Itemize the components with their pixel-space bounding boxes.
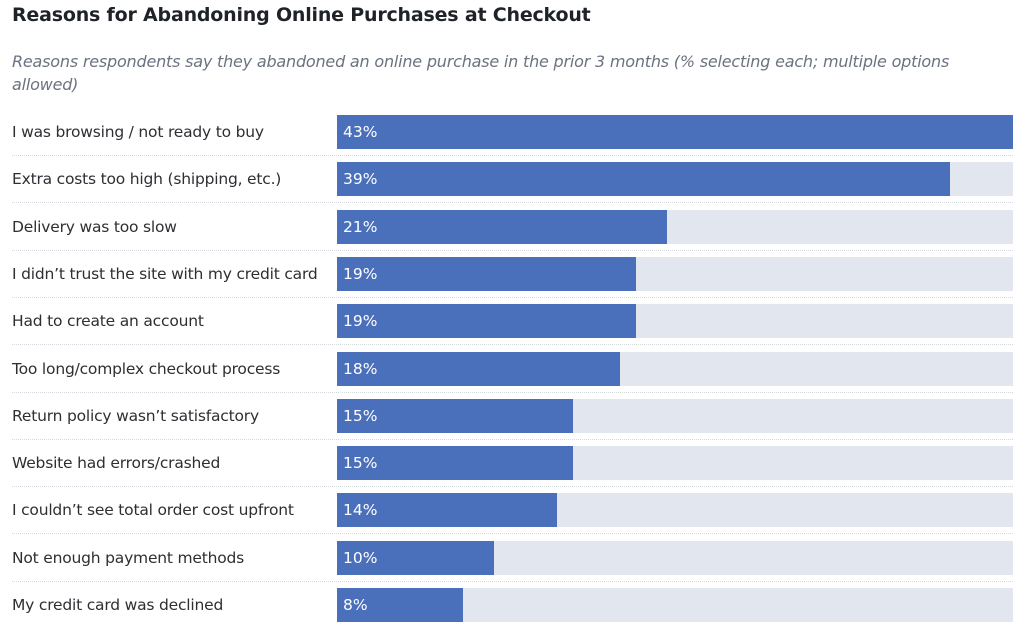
- category-label: Extra costs too high (shipping, etc.): [12, 170, 282, 189]
- bar-row: Had to create an account 19%: [12, 304, 1013, 351]
- bar: 15%: [337, 398, 573, 433]
- data-label: 14%: [343, 501, 378, 520]
- category-label: My credit card was declined: [12, 596, 224, 614]
- bar: 8%: [337, 588, 463, 622]
- bar: 19%: [337, 304, 636, 339]
- row-separator: [12, 438, 1013, 440]
- row-separator: [12, 202, 1013, 204]
- data-label: 39%: [343, 170, 378, 189]
- bar-row: I didn’t trust the site with my credit c…: [12, 256, 1013, 304]
- data-label: 8%: [343, 596, 368, 614]
- row-separator: [12, 580, 1013, 582]
- bar-track: 43%: [337, 115, 1013, 149]
- category-label: I didn’t trust the site with my credit c…: [12, 264, 318, 283]
- bar-row: I was browsing / not ready to buy 43%: [12, 115, 1013, 162]
- category-label: Delivery was too slow: [12, 217, 177, 236]
- bar: 10%: [337, 540, 495, 575]
- chart-title: Reasons for Abandoning Online Purchases …: [12, 4, 591, 26]
- bar-track: 15%: [337, 398, 1013, 433]
- chart-subtitle: Reasons respondents say they abandoned a…: [12, 52, 950, 94]
- bar: 39%: [337, 162, 951, 197]
- bar: 19%: [337, 256, 636, 291]
- bar-row: Extra costs too high (shipping, etc.) 39…: [12, 162, 1013, 209]
- data-label: 19%: [343, 312, 378, 331]
- bar-track: 21%: [337, 209, 1013, 244]
- bar: 21%: [337, 209, 668, 244]
- bar-track: 19%: [337, 304, 1013, 339]
- bar-track: 18%: [337, 351, 1013, 386]
- data-label: 15%: [343, 406, 378, 425]
- data-label: 15%: [343, 454, 378, 473]
- bar: 15%: [337, 446, 573, 481]
- row-separator: [12, 296, 1013, 298]
- category-label: Had to create an account: [12, 312, 204, 331]
- bar-track: 19%: [337, 256, 1013, 291]
- row-separator: [12, 155, 1013, 156]
- bar-track: 8%: [337, 588, 1013, 622]
- row-separator: [12, 391, 1013, 393]
- category-label: I couldn’t see total order cost upfront: [12, 501, 294, 520]
- row-separator: [12, 344, 1013, 346]
- bar-row: Delivery was too slow 21%: [12, 209, 1013, 257]
- row-separator: [12, 249, 1013, 251]
- bar: 18%: [337, 351, 620, 386]
- bar-row: Too long/complex checkout process 18%: [12, 351, 1013, 399]
- bar: 14%: [337, 493, 558, 528]
- bar: 43%: [337, 115, 1013, 149]
- bar-track: 15%: [337, 446, 1013, 481]
- row-separator: [12, 486, 1013, 488]
- bar-row: Not enough payment methods 10%: [12, 540, 1013, 588]
- bar-track: 10%: [337, 540, 1013, 575]
- category-label: Website had errors/crashed: [12, 454, 221, 473]
- bar-row: My credit card was declined 8%: [12, 588, 1013, 635]
- data-label: 43%: [343, 123, 378, 141]
- category-label: Return policy wasn’t satisfactory: [12, 406, 259, 425]
- category-label: I was browsing / not ready to buy: [12, 123, 264, 141]
- bar-track: 39%: [337, 162, 1013, 197]
- data-label: 21%: [343, 217, 378, 236]
- bar-row: Website had errors/crashed 15%: [12, 446, 1013, 493]
- category-label: Not enough payment methods: [12, 548, 245, 567]
- data-label: 10%: [343, 548, 378, 567]
- bar-track: 14%: [337, 493, 1013, 528]
- data-label: 19%: [343, 264, 378, 283]
- data-label: 18%: [343, 359, 378, 378]
- bar-row: I couldn’t see total order cost upfront …: [12, 493, 1013, 540]
- row-separator: [12, 533, 1013, 535]
- bar-row: Return policy wasn’t satisfactory 15%: [12, 398, 1013, 446]
- category-label: Too long/complex checkout process: [12, 359, 281, 378]
